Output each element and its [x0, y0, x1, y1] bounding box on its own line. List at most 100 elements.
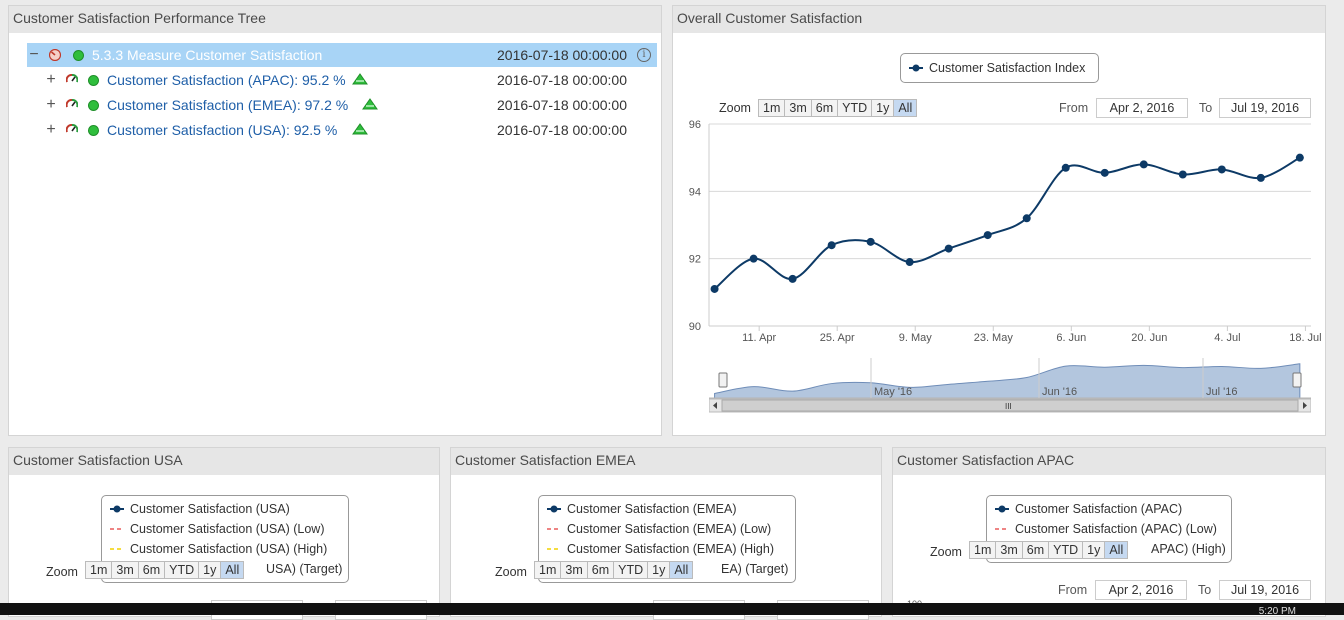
zoom-label: Zoom — [495, 565, 527, 579]
tree-label-usa[interactable]: Customer Satisfaction (USA): 92.5 % — [107, 122, 338, 138]
legend-item[interactable]: Customer Satisfaction (APAC) — [987, 499, 1231, 519]
apac-panel: Customer Satisfaction APAC Customer Sati… — [892, 447, 1326, 617]
zoom-ytd-button[interactable]: YTD — [837, 99, 873, 117]
legend-item[interactable]: Customer Satisfaction (EMEA) (Low) — [539, 519, 795, 539]
legend-item[interactable]: Customer Satisfaction (USA) — [102, 499, 348, 519]
from-date-input[interactable]: Apr 2, 2016 — [1096, 98, 1188, 118]
tree-label-apac[interactable]: Customer Satisfaction (APAC): 95.2 % — [107, 72, 346, 88]
status-green-icon — [73, 50, 84, 61]
zoom-6m-button[interactable]: 6m — [810, 99, 839, 117]
from-date-input[interactable]: Apr 2, 2016 — [1095, 580, 1187, 600]
legend-item-index[interactable]: Customer Satisfaction Index — [901, 58, 1098, 78]
zoom-1m-button[interactable]: 1m — [534, 561, 562, 579]
zoom-button-group: 1m 3m 6m YTD 1y All — [758, 99, 918, 117]
zoom-6m-button[interactable]: 6m — [137, 561, 166, 579]
legend-item[interactable]: Customer Satisfaction (USA) (Low) — [102, 519, 348, 539]
collapse-toggle[interactable]: − — [29, 46, 39, 63]
legend-item[interactable]: USA) (Target) — [102, 559, 348, 579]
chart-legend[interactable]: Customer Satisfaction Index — [900, 53, 1099, 83]
data-point — [1217, 165, 1226, 174]
zoom-1y-button[interactable]: 1y — [647, 561, 671, 579]
from-label: From — [1058, 583, 1088, 597]
status-green-icon — [88, 75, 99, 86]
tree-row-usa[interactable]: + Customer Satisfaction (USA): 92.5 % 20… — [27, 118, 657, 142]
zoom-ytd-button[interactable]: YTD — [1048, 541, 1084, 559]
zoom-1m-button[interactable]: 1m — [758, 99, 786, 117]
scroll-left-arrow-icon[interactable] — [713, 402, 717, 409]
zoom-all-button[interactable]: All — [1104, 541, 1129, 559]
tree-root-label[interactable]: 5.3.3 Measure Customer Satisfaction — [92, 47, 323, 63]
tree-row-apac[interactable]: + Customer Satisfaction (APAC): 95.2 % 2… — [27, 68, 657, 92]
main-line-chart[interactable]: 90 92 94 96 11. Apr 25. Apr 9. May 23. May 6. Ju… — [673, 116, 1325, 351]
data-point — [1100, 168, 1109, 177]
data-point — [827, 241, 836, 250]
legend-label: Customer Satisfaction Index — [929, 61, 1086, 75]
zoom-6m-button[interactable]: 6m — [586, 561, 615, 579]
tree-row-emea[interactable]: + Customer Satisfaction (EMEA): 97.2 % 2… — [27, 93, 657, 117]
data-point — [1178, 170, 1187, 179]
legend-label: Customer Satisfaction (USA) (High) — [130, 542, 328, 556]
zoom-1y-button[interactable]: 1y — [871, 99, 895, 117]
zoom-3m-button[interactable]: 3m — [995, 541, 1023, 559]
legend-dash-marker — [995, 528, 1009, 530]
zoom-ytd-button[interactable]: YTD — [164, 561, 200, 579]
zoom-1y-button[interactable]: 1y — [1082, 541, 1106, 559]
chart-navigator[interactable]: May '16 Jun '16 Jul '16 III — [709, 358, 1311, 416]
to-date-input[interactable]: Jul 19, 2016 — [1219, 580, 1311, 600]
legend-label: Customer Satisfaction (APAC) (Low) — [1015, 522, 1217, 536]
legend-dash-marker — [547, 528, 561, 530]
zoom-3m-button[interactable]: 3m — [111, 561, 139, 579]
zoom-all-button[interactable]: All — [669, 561, 694, 579]
legend-item[interactable]: Customer Satisfaction (EMEA) (High) — [539, 539, 795, 559]
usa-panel-title: Customer Satisfaction USA — [9, 448, 439, 475]
legend-item[interactable]: APAC) (High) — [987, 539, 1231, 559]
tree-date-usa: 2016-07-18 00:00:00 — [497, 122, 627, 138]
zoom-3m-button[interactable]: 3m — [784, 99, 812, 117]
expand-toggle[interactable]: + — [46, 121, 56, 138]
scroll-right-arrow-icon[interactable] — [1303, 402, 1307, 409]
zoom-1m-button[interactable]: 1m — [969, 541, 997, 559]
tree-root-row[interactable]: − 5.3.3 Measure Customer Satisfaction 20… — [27, 43, 657, 67]
legend-label: USA) (Target) — [266, 562, 343, 576]
trend-up-icon — [352, 73, 368, 85]
navigator-scrollbar-thumb[interactable] — [721, 399, 1299, 412]
expand-toggle[interactable]: + — [46, 71, 56, 88]
data-point — [1061, 163, 1070, 172]
data-point — [710, 284, 719, 293]
speedometer-green-icon — [66, 74, 78, 83]
tree-root-date: 2016-07-18 00:00:00 — [497, 47, 627, 63]
taskbar: 5:20 PM — [0, 603, 1344, 617]
to-date-input[interactable]: Jul 19, 2016 — [1219, 98, 1311, 118]
navigator-left-handle[interactable] — [718, 372, 728, 388]
tree-label-emea[interactable]: Customer Satisfaction (EMEA): 97.2 % — [107, 97, 349, 113]
data-point — [905, 258, 914, 267]
navigator-right-handle[interactable] — [1292, 372, 1302, 388]
data-point — [866, 237, 875, 246]
legend-item[interactable]: EA) (Target) — [539, 559, 795, 579]
zoom-label: Zoom — [46, 565, 78, 579]
overall-panel: Overall Customer Satisfaction Customer S… — [672, 5, 1326, 436]
zoom-1m-button[interactable]: 1m — [85, 561, 113, 579]
y-tick-label: 90 — [689, 321, 701, 333]
status-green-icon — [88, 100, 99, 111]
trend-up-icon — [352, 123, 368, 135]
zoom-all-button[interactable]: All — [893, 99, 918, 117]
info-icon[interactable]: i — [637, 48, 651, 62]
taskbar-clock: 5:20 PM — [1258, 606, 1296, 617]
data-point — [1295, 153, 1304, 162]
legend-line-marker — [110, 505, 124, 513]
legend-item[interactable]: Customer Satisfaction (USA) (High) — [102, 539, 348, 559]
zoom-3m-button[interactable]: 3m — [560, 561, 588, 579]
zoom-ytd-button[interactable]: YTD — [613, 561, 649, 579]
x-tick-label: 20. Jun — [1131, 332, 1167, 344]
expand-toggle[interactable]: + — [46, 96, 56, 113]
zoom-all-button[interactable]: All — [220, 561, 245, 579]
legend-label: Customer Satisfaction (EMEA) (Low) — [567, 522, 772, 536]
zoom-6m-button[interactable]: 6m — [1021, 541, 1050, 559]
zoom-1y-button[interactable]: 1y — [198, 561, 222, 579]
legend-item[interactable]: Customer Satisfaction (APAC) (Low) — [987, 519, 1231, 539]
data-point — [983, 231, 992, 240]
legend-line-marker — [547, 505, 561, 513]
legend-item[interactable]: Customer Satisfaction (EMEA) — [539, 499, 795, 519]
zoom-button-group: 1m 3m 6m YTD 1y All — [85, 561, 245, 579]
